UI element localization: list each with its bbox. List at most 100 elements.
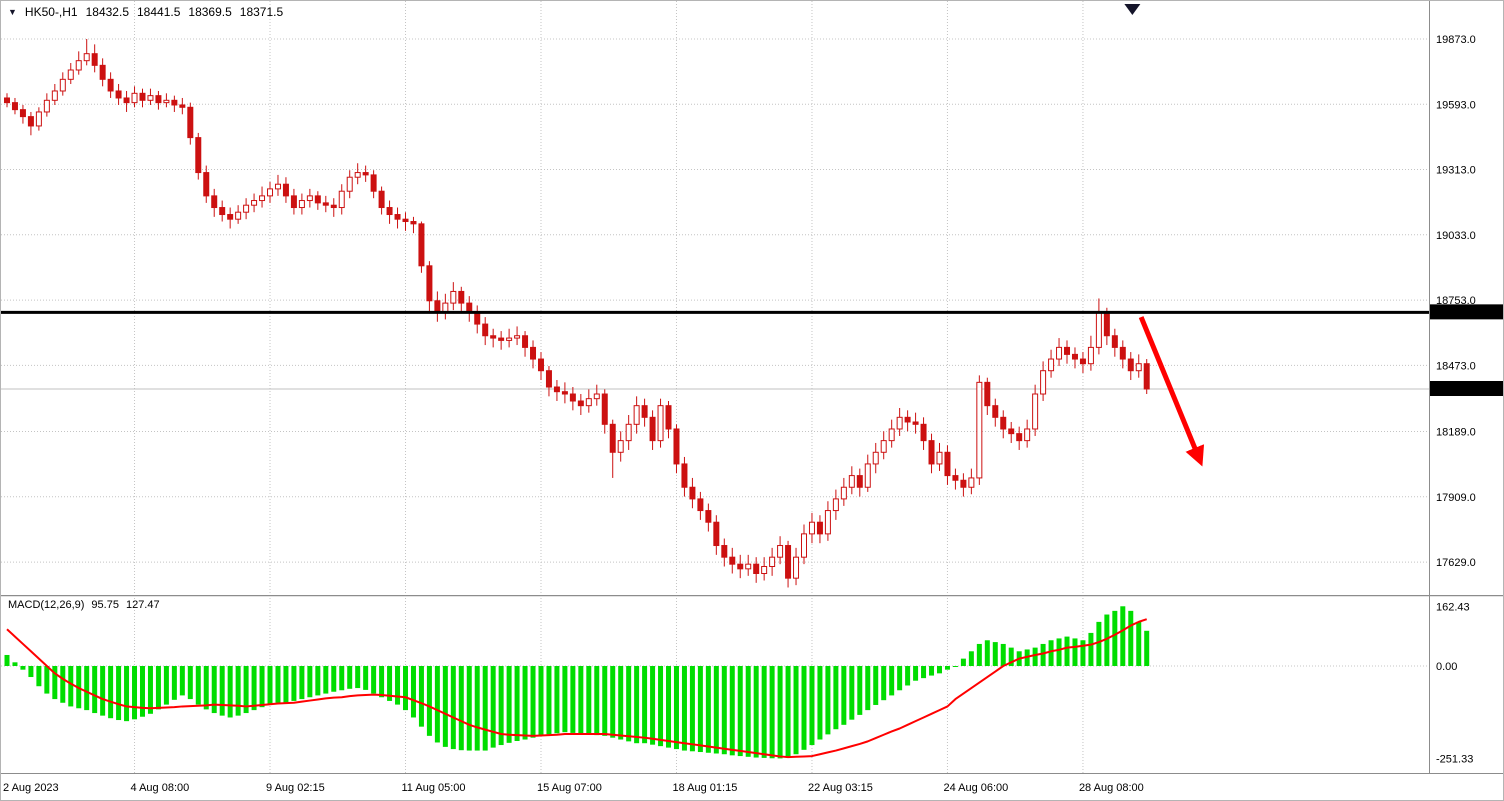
candle-body: [793, 556, 800, 579]
macd-bar: [650, 666, 656, 745]
macd-bar: [403, 666, 408, 711]
macd-bar: [132, 666, 138, 720]
macd-bar: [1136, 621, 1142, 666]
macd-bar: [100, 666, 106, 716]
macd-bar: [642, 666, 648, 744]
macd-bar: [203, 666, 209, 710]
macd-bar: [267, 666, 273, 705]
candle-body: [19, 109, 26, 118]
candle-body: [729, 556, 736, 565]
macd-bar: [929, 666, 935, 676]
macd-bar: [219, 666, 225, 716]
macd-bar: [546, 666, 552, 735]
macd-bar: [793, 666, 799, 755]
candle-body: [322, 202, 329, 206]
macd-bar: [729, 666, 735, 756]
symbol-dropdown-icon[interactable]: ▼: [8, 6, 17, 17]
macd-bar: [889, 666, 895, 696]
svg-text:18473.0: 18473.0: [1436, 360, 1476, 372]
macd-bar: [116, 666, 122, 721]
macd-bar: [554, 666, 560, 734]
macd-bar: [52, 666, 58, 700]
candle-body: [1079, 358, 1086, 365]
macd-name-label: MACD(12,26,9): [8, 599, 85, 611]
candle-body: [490, 335, 497, 339]
candle-body: [617, 440, 624, 453]
macd-bar: [211, 666, 217, 714]
macd-bar: [1128, 610, 1134, 666]
macd-bar: [905, 666, 911, 686]
macd-bar: [347, 666, 353, 689]
candle-body: [155, 95, 162, 104]
candle-body: [1000, 416, 1007, 430]
svg-text:4 Aug 08:00: 4 Aug 08:00: [131, 782, 190, 794]
candle-body: [561, 391, 568, 395]
candle-body: [378, 190, 385, 209]
down-marker-icon[interactable]: [1124, 4, 1141, 15]
candle-body: [530, 346, 537, 360]
candle-body: [474, 311, 481, 325]
candle-body: [569, 393, 576, 402]
candle-body: [665, 405, 672, 430]
candle-body: [832, 498, 839, 512]
candle-body: [816, 521, 823, 535]
candle-body: [1143, 363, 1150, 390]
candle-body: [585, 398, 592, 407]
candle-body: [856, 475, 863, 488]
candle-body: [944, 451, 951, 477]
macd-bar: [960, 658, 966, 666]
macd-bar: [307, 666, 313, 698]
candle-body: [498, 337, 505, 341]
candle-body: [1016, 433, 1023, 442]
macd-bar: [355, 666, 361, 689]
candle-body: [362, 172, 369, 176]
macd-bar: [28, 666, 34, 678]
candle-body: [107, 78, 114, 92]
macd-bar: [769, 666, 775, 759]
macd-histogram: [4, 606, 1150, 759]
macd-bar: [713, 666, 719, 754]
svg-text:19313.0: 19313.0: [1436, 165, 1476, 177]
candle-body: [824, 510, 831, 535]
candle-body: [370, 174, 377, 192]
symbol-timeframe-label: HK50-,H1: [24, 5, 78, 19]
candle-body: [203, 172, 210, 197]
svg-text:11 Aug 05:00: 11 Aug 05:00: [402, 782, 466, 794]
candle-body: [928, 440, 935, 465]
candle-body: [346, 176, 353, 192]
trend-arrow[interactable]: [1138, 316, 1205, 467]
candle-body: [450, 290, 457, 304]
macd-bar: [124, 666, 130, 722]
macd-bar: [251, 666, 257, 711]
macd-bar: [1144, 630, 1150, 666]
svg-text:18189.0: 18189.0: [1436, 427, 1476, 439]
macd-bar: [4, 654, 10, 666]
candle-body: [386, 207, 393, 216]
macd-bar: [155, 666, 161, 710]
macd-bar: [371, 666, 377, 694]
candle-body: [880, 440, 887, 453]
candle-body: [274, 183, 281, 190]
macd-bar: [857, 666, 863, 715]
macd-bar: [761, 666, 767, 758]
macd-bar: [1088, 632, 1094, 666]
candle-body: [131, 92, 138, 104]
macd-bar: [68, 666, 74, 707]
svg-text:19593.0: 19593.0: [1436, 99, 1476, 111]
macd-bar: [458, 666, 464, 751]
macd-bar: [936, 666, 942, 674]
svg-text:19033.0: 19033.0: [1436, 230, 1476, 242]
macd-bar: [379, 666, 385, 698]
candle-body: [59, 78, 66, 92]
candle-body: [75, 60, 82, 71]
candle-body: [992, 405, 999, 418]
candle-body: [35, 111, 42, 127]
macd-bar: [538, 666, 544, 736]
candle-body: [848, 475, 855, 488]
svg-text:9 Aug 02:15: 9 Aug 02:15: [266, 782, 325, 794]
macd-bar: [721, 666, 727, 755]
candle-body: [123, 97, 130, 104]
candle-body: [163, 99, 170, 104]
